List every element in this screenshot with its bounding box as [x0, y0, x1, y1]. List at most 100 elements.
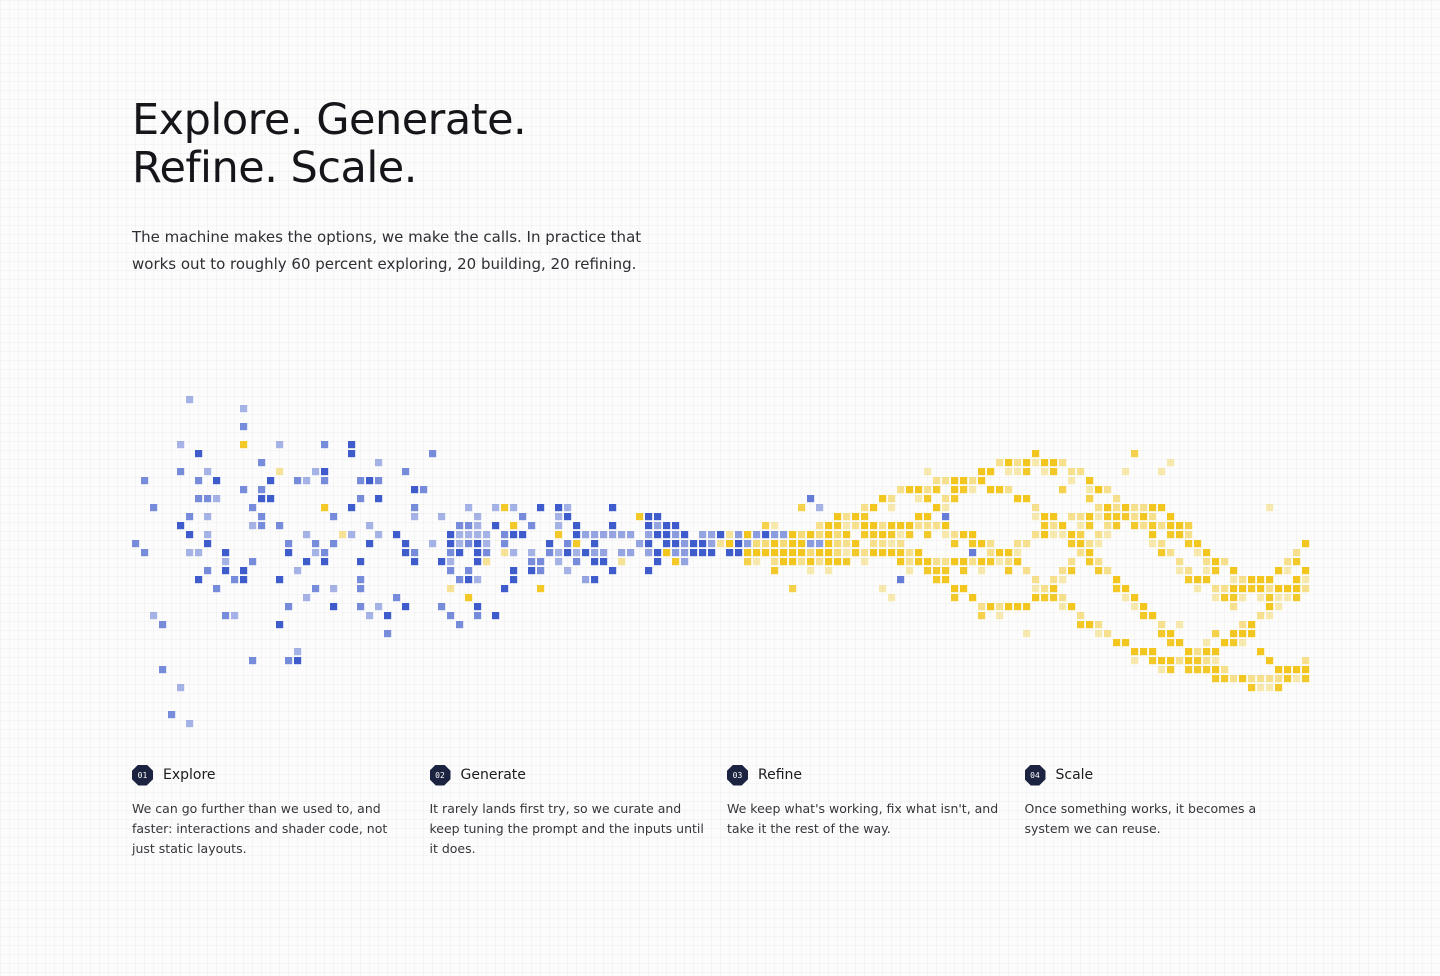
pixel-refine	[1041, 468, 1049, 476]
pixel-refine	[1167, 630, 1175, 638]
pixel-refine	[753, 558, 761, 566]
pixel-refine	[996, 549, 1004, 557]
pixel-explore	[672, 549, 680, 557]
pixel-explore	[681, 549, 689, 557]
pixel-explore	[276, 621, 284, 629]
pixel-refine	[1203, 567, 1211, 575]
pixel-refine	[879, 540, 887, 548]
pixel-refine	[996, 558, 1004, 566]
pixel-refine	[618, 558, 626, 566]
pixel-refine	[969, 558, 977, 566]
pixel-explore	[330, 603, 338, 611]
pixel-refine	[1230, 567, 1238, 575]
pixel-explore	[465, 531, 473, 539]
pixel-explore	[321, 477, 329, 485]
pixel-refine	[1032, 513, 1040, 521]
pixel-refine	[1293, 585, 1301, 593]
pixel-refine	[798, 504, 806, 512]
pixel-refine	[798, 540, 806, 548]
intro-text: The machine makes the options, we make t…	[132, 228, 642, 273]
pixel-refine	[1140, 504, 1148, 512]
pixel-refine	[1086, 522, 1094, 530]
pixel-refine	[1266, 585, 1274, 593]
step-header: 02 Generate	[429, 764, 710, 786]
pixel-explore	[744, 540, 752, 548]
pixel-refine	[942, 522, 950, 530]
pixel-refine	[933, 504, 941, 512]
pixel-refine	[555, 531, 563, 539]
pixel-explore	[528, 558, 536, 566]
pixel-refine	[1023, 495, 1031, 503]
pixel-refine	[1068, 477, 1076, 485]
pixel-refine	[1086, 477, 1094, 485]
pixel-explore	[312, 585, 320, 593]
pixel-explore	[771, 531, 779, 539]
pixel-refine	[1185, 657, 1193, 665]
pixel-refine	[897, 486, 905, 494]
pixel-refine	[978, 567, 986, 575]
pixel-refine	[888, 549, 896, 557]
pixel-explore	[177, 522, 185, 530]
pixel-explore	[375, 477, 383, 485]
pixel-refine	[1023, 603, 1031, 611]
pixel-refine	[1293, 549, 1301, 557]
pixel-explore	[582, 576, 590, 584]
pixel-explore	[510, 504, 518, 512]
pixel-explore	[402, 549, 410, 557]
pixel-refine	[1212, 675, 1220, 683]
pixel-refine	[1041, 459, 1049, 467]
pixel-refine	[933, 558, 941, 566]
pixel-explore	[258, 495, 266, 503]
pixel-refine	[1239, 576, 1247, 584]
pixel-refine	[807, 558, 815, 566]
pixel-refine	[987, 486, 995, 494]
pixel-explore	[447, 549, 455, 557]
pixel-refine	[996, 603, 1004, 611]
pixel-explore	[501, 531, 509, 539]
pixel-explore	[222, 567, 230, 575]
pixel-refine	[1014, 540, 1022, 548]
pixel-refine	[825, 567, 833, 575]
pixel-refine	[960, 477, 968, 485]
process-steps: 01 Explore We can go further than we use…	[132, 764, 1322, 859]
pixel-refine	[1275, 585, 1283, 593]
pixel-explore	[735, 531, 743, 539]
pixel-refine	[942, 576, 950, 584]
pixel-explore	[249, 558, 257, 566]
pixel-refine	[816, 549, 824, 557]
pixel-refine	[1257, 684, 1265, 692]
step-scale: 04 Scale Once something works, it become…	[1024, 764, 1323, 859]
pixel-refine	[843, 531, 851, 539]
pixel-refine	[771, 522, 779, 530]
pixel-refine	[933, 567, 941, 575]
pixel-refine	[1176, 558, 1184, 566]
pixel-refine	[807, 567, 815, 575]
pixel-refine	[1005, 549, 1013, 557]
step-number-badge: 01	[132, 764, 153, 786]
pixel-refine	[1086, 549, 1094, 557]
pixel-explore	[528, 549, 536, 557]
pixel-refine	[1113, 513, 1121, 521]
pixel-refine	[1095, 540, 1103, 548]
pixel-refine	[1041, 585, 1049, 593]
pixel-explore	[474, 576, 482, 584]
pixel-explore	[609, 531, 617, 539]
pixel-refine	[879, 531, 887, 539]
pixel-refine	[1230, 639, 1238, 647]
pixel-refine	[1302, 666, 1310, 674]
pixel-refine	[1005, 558, 1013, 566]
pixel-refine	[1104, 486, 1112, 494]
pixel-explore	[213, 585, 221, 593]
pixel-refine	[321, 504, 329, 512]
pixel-refine	[951, 531, 959, 539]
pixel-explore	[465, 567, 473, 575]
pixel-explore	[726, 549, 734, 557]
pixel-explore	[618, 531, 626, 539]
pixel-explore	[474, 603, 482, 611]
pixel-explore	[735, 549, 743, 557]
pixel-refine	[816, 531, 824, 539]
pixel-explore	[573, 522, 581, 530]
pixel-refine	[1257, 585, 1265, 593]
pixel-refine	[1059, 594, 1067, 602]
pixel-refine	[1077, 522, 1085, 530]
